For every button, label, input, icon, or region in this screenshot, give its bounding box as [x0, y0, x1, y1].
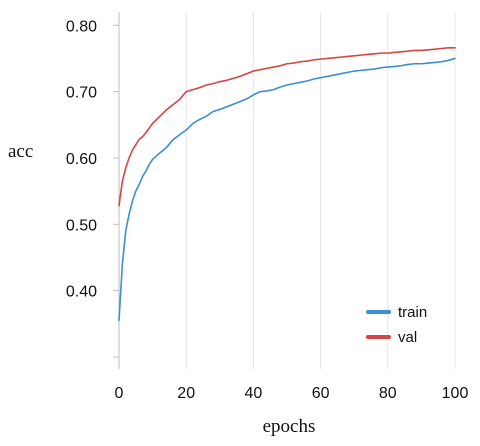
- series-line-train: [118, 57, 456, 322]
- y-tick-label-2: 0.60: [66, 151, 97, 168]
- y-axis-label: acc: [8, 141, 33, 162]
- y-tick-label-0: 0.40: [66, 284, 97, 301]
- x-axis-label: epochs: [263, 416, 316, 437]
- x-tick-label-5: 100: [442, 385, 469, 402]
- legend-label-val: val: [398, 329, 417, 346]
- tick-labels: 0.40 0.50 0.60 0.70 0.80 0 20 40 60 80 100: [66, 18, 469, 402]
- series-layer: [118, 47, 456, 322]
- series-line-val: [118, 47, 456, 207]
- legend: train val: [366, 304, 427, 346]
- x-tick-label-1: 20: [177, 385, 195, 402]
- x-tick-label-4: 80: [379, 385, 397, 402]
- legend-label-train: train: [398, 304, 427, 321]
- y-tick-label-3: 0.70: [66, 85, 97, 102]
- y-tick-label-4: 0.80: [66, 18, 97, 35]
- x-tick-label-0: 0: [115, 385, 124, 402]
- x-tick-label-3: 60: [312, 385, 330, 402]
- y-tick-label-1: 0.50: [66, 217, 97, 234]
- axis-layer: [113, 12, 120, 369]
- x-tick-label-2: 40: [245, 385, 263, 402]
